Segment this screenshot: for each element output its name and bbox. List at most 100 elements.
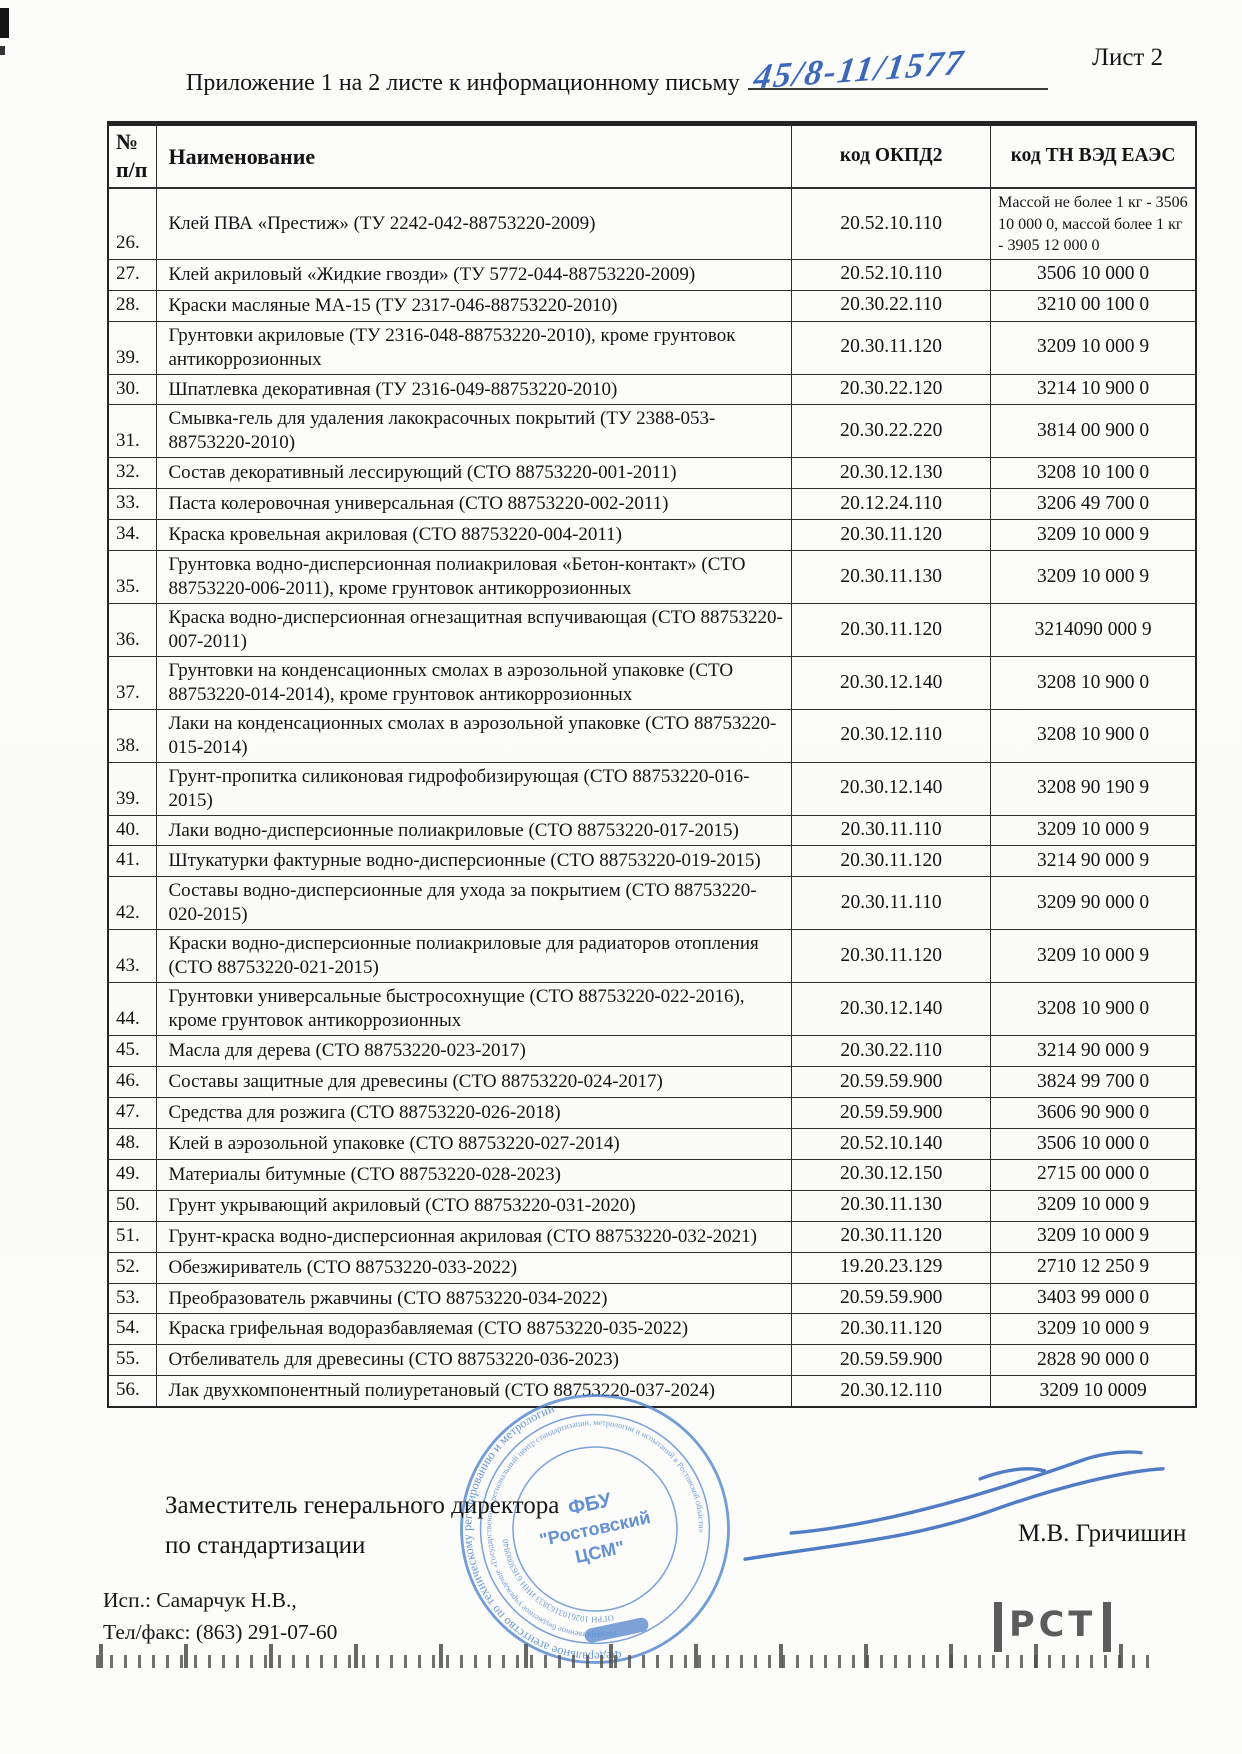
row-number: 28. [107, 289, 158, 322]
tnved-code: 3209 10 000 9 [990, 1220, 1197, 1253]
row-number: 56. [107, 1375, 158, 1408]
okpd2-code: 20.59.59.900 [791, 1065, 992, 1098]
okpd2-code: 20.30.12.130 [791, 457, 992, 490]
table-row: 51. Грунт-краска водно-дисперсионная акр… [107, 1220, 1197, 1253]
row-number: 33. [107, 488, 158, 521]
table-row: 44. Грунтовки универсальные быстросохнущ… [107, 982, 1197, 1037]
okpd2-code: 20.30.12.140 [791, 655, 992, 710]
okpd2-code: 20.30.11.130 [791, 550, 992, 605]
tnved-code: 3214 10 900 0 [990, 373, 1197, 406]
row-number: 52. [107, 1251, 158, 1284]
tnved-code: 3209 10 000 9 [990, 550, 1197, 605]
tnved-code: 3209 10 000 9 [990, 929, 1197, 984]
okpd2-code: 20.59.59.900 [791, 1096, 992, 1129]
stamp-ribbon [584, 1617, 649, 1643]
reference-number-line: 45/8-11/1577 [747, 42, 1048, 97]
product-name: Грунт-краска водно-дисперсионная акрилов… [156, 1220, 793, 1253]
tnved-code: 3403 99 000 0 [990, 1282, 1197, 1315]
okpd2-code: 20.30.22.120 [791, 373, 992, 406]
tnved-code: 3214 90 000 9 [990, 845, 1197, 878]
handwritten-ref-number: 45/8-11/1577 [751, 42, 967, 97]
product-name: Штукатурки фактурные водно-дисперсионные… [156, 845, 793, 878]
table-body: 26. Клей ПВА «Престиж» (ТУ 2242-042-8875… [107, 187, 1197, 1408]
table-row: 27. Клей акриловый «Жидкие гвозди» (ТУ 5… [107, 258, 1197, 291]
signatory-title-line1: Заместитель генерального директора [165, 1492, 560, 1519]
row-number: 46. [107, 1065, 158, 1098]
tnved-code: 3606 90 900 0 [990, 1096, 1197, 1129]
appendix-text: Приложение 1 на 2 листе к информационном… [186, 70, 740, 96]
product-name: Лаки на конденсационных смолах в аэрозол… [156, 708, 793, 763]
product-name: Лаки водно-дисперсионные полиакриловые (… [156, 814, 793, 847]
table-row: 31. Смывка-гель для удаления лакокрасочн… [107, 404, 1197, 459]
tnved-code: 3208 90 190 9 [990, 761, 1197, 816]
table-row: 49. Материалы битумные (СТО 88753220-028… [107, 1158, 1197, 1191]
row-number: 49. [107, 1158, 158, 1191]
okpd2-code: 20.30.22.220 [791, 404, 992, 459]
okpd2-code: 20.30.11.120 [791, 320, 992, 375]
table-row: 42. Составы водно-дисперсионные для уход… [107, 876, 1197, 931]
row-number: 38. [107, 708, 158, 763]
appendix-header: Приложение 1 на 2 листе к информационном… [186, 42, 1048, 97]
scan-artifact [0, 46, 5, 55]
okpd2-code: 20.30.12.140 [791, 982, 992, 1037]
product-name: Отбеливатель для древесины (СТО 88753220… [156, 1344, 793, 1377]
tnved-code: 3208 10 900 0 [990, 655, 1197, 710]
row-number: 41. [107, 845, 158, 878]
okpd2-code: 19.20.23.129 [791, 1251, 992, 1284]
row-number: 54. [107, 1313, 158, 1346]
tnved-code: 3209 10 000 9 [990, 1189, 1197, 1222]
product-name: Составы защитные для древесины (СТО 8875… [156, 1065, 793, 1098]
table-header: № п/п Наименование код ОКПД2 код ТН ВЭД … [107, 123, 1197, 190]
tnved-code: 2715 00 000 0 [990, 1158, 1197, 1191]
okpd2-code: 20.30.11.120 [791, 603, 992, 657]
okpd2-code: 20.30.11.120 [791, 845, 992, 878]
row-number: 26. [107, 187, 158, 260]
row-number: 30. [107, 373, 158, 406]
okpd2-code: 20.30.11.130 [791, 1189, 992, 1222]
row-number: 27. [107, 258, 158, 291]
table-row: 26. Клей ПВА «Престиж» (ТУ 2242-042-8875… [107, 187, 1197, 260]
okpd2-code: 20.30.22.110 [791, 289, 992, 322]
product-name: Средства для розжига (СТО 88753220-026-2… [156, 1096, 793, 1129]
tnved-code: Массой не более 1 кг - 3506 10 000 0, ма… [990, 187, 1197, 260]
table-row: 47. Средства для розжига (СТО 88753220-0… [107, 1096, 1197, 1129]
tnved-code: 2710 12 250 9 [990, 1251, 1197, 1284]
okpd2-code: 20.30.12.150 [791, 1158, 992, 1191]
header-okpd2: код ОКПД2 [791, 123, 992, 190]
executor-info: Исп.: Самарчук Н.В., Тел/факс: (863) 291… [103, 1584, 337, 1649]
product-name: Краски водно-дисперсионные полиакриловые… [156, 929, 793, 984]
table-row: 28. Краски масляные МА-15 (ТУ 2317-046-8… [107, 289, 1197, 322]
table-row: 45. Масла для дерева (СТО 88753220-023-2… [107, 1035, 1197, 1067]
table-row: 48. Клей в аэрозольной упаковке (СТО 887… [107, 1127, 1197, 1160]
table-row: 50. Грунт укрывающий акриловый (СТО 8875… [107, 1189, 1197, 1222]
row-number: 42. [107, 876, 158, 931]
product-name: Преобразователь ржавчины (СТО 88753220-0… [156, 1282, 793, 1315]
signature-stroke [978, 1467, 1047, 1481]
row-number: 44. [107, 982, 158, 1037]
row-number: 51. [107, 1220, 158, 1253]
row-number: 40. [107, 814, 158, 847]
row-number: 43. [107, 929, 158, 984]
product-name: Материалы битумные (СТО 88753220-028-202… [156, 1158, 793, 1191]
row-number: 39. [107, 320, 158, 375]
okpd2-code: 20.59.59.900 [791, 1282, 992, 1315]
table-row: 35. Грунтовка водно-дисперсионная полиак… [107, 550, 1197, 605]
table-row: 37. Грунтовки на конденсационных смолах … [107, 655, 1197, 710]
row-number: 31. [107, 404, 158, 459]
okpd2-code: 20.30.12.110 [791, 708, 992, 763]
table-row: 55. Отбеливатель для древесины (СТО 8875… [107, 1344, 1197, 1377]
products-table: № п/п Наименование код ОКПД2 код ТН ВЭД … [107, 121, 1197, 1409]
table-row: 36. Краска водно-дисперсионная огнезащит… [107, 603, 1197, 657]
sheet-number-label: Лист 2 [1092, 44, 1164, 71]
tnved-code: 3506 10 000 0 [990, 1127, 1197, 1160]
tnved-code: 3209 10 000 9 [990, 320, 1197, 375]
tnved-code: 3824 99 700 0 [990, 1065, 1197, 1098]
row-number: 34. [107, 519, 158, 552]
product-name: Масла для дерева (СТО 88753220-023-2017) [156, 1035, 793, 1067]
rst-logo-right-bar [1103, 1602, 1112, 1652]
row-number: 36. [107, 603, 158, 657]
product-name: Паста колеровочная универсальная (СТО 88… [156, 488, 793, 521]
tnved-code: 3814 00 900 0 [990, 404, 1197, 459]
signatory-name: М.В. Гричишин [1018, 1520, 1187, 1547]
product-name: Лак двухкомпонентный полиуретановый (СТО… [156, 1375, 793, 1408]
